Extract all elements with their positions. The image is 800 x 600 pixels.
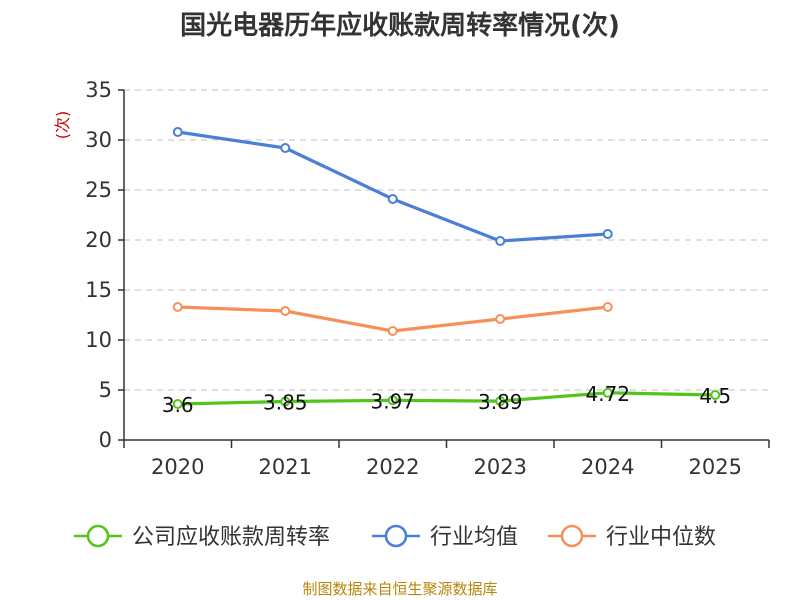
series-2 — [172, 302, 613, 336]
data-label: 4.5 — [699, 384, 731, 408]
data-point — [602, 387, 613, 398]
data-label: 3.6 — [162, 393, 194, 417]
x-tick-label: 2022 — [366, 455, 419, 479]
data-point — [172, 127, 183, 137]
y-tick-label: 20 — [85, 228, 112, 252]
chart-title: 国光电器历年应收账款周转率情况(次) — [180, 10, 620, 41]
data-point — [495, 314, 506, 324]
y-tick-label: 15 — [85, 278, 112, 302]
y-tick-label: 35 — [85, 78, 112, 102]
series-0 — [172, 387, 721, 409]
data-point — [602, 302, 613, 312]
legend-swatch-marker — [86, 524, 110, 548]
data-label: 3.85 — [263, 391, 308, 415]
data-point — [280, 396, 291, 407]
data-label: 4.72 — [585, 382, 630, 406]
data-label: 3.89 — [478, 390, 523, 414]
legend-item-1[interactable]: 行业均值 — [372, 524, 518, 550]
data-point — [387, 326, 398, 336]
data-point — [710, 390, 721, 400]
legend-item-2[interactable]: 行业中位数 — [548, 524, 716, 550]
data-point — [280, 306, 291, 316]
x-tick-label: 2025 — [689, 455, 742, 479]
data-point — [172, 302, 183, 312]
data-point — [172, 399, 183, 409]
series-1 — [172, 127, 613, 246]
source-note: 制图数据来自恒生聚源数据库 — [302, 580, 497, 598]
legend-swatch-marker — [560, 524, 584, 548]
x-tick-label: 2021 — [259, 455, 312, 479]
y-tick-label: 0 — [99, 428, 112, 452]
x-tick-label: 2024 — [581, 455, 634, 479]
data-label-layer: 3.6 3.85 3.97 3.89 4.72 4.5 — [162, 382, 731, 417]
data-point — [387, 395, 398, 406]
x-tick-label: 2023 — [474, 455, 527, 479]
y-tick-label: 5 — [99, 378, 112, 402]
data-point — [280, 143, 291, 153]
y-tick-label: 30 — [85, 128, 112, 152]
legend-swatch-marker — [384, 524, 408, 548]
series-line — [177, 391, 716, 406]
data-point — [387, 194, 398, 204]
data-point — [602, 229, 613, 239]
legend-label: 行业中位数 — [606, 525, 716, 550]
series-layer — [172, 127, 721, 409]
legend-label: 公司应收账款周转率 — [132, 525, 330, 550]
series-line — [177, 130, 608, 243]
data-point — [495, 236, 506, 246]
y-tick-label: 10 — [85, 328, 112, 352]
legend-item-0[interactable]: 公司应收账款周转率 — [74, 524, 330, 550]
legend: 公司应收账款周转率 行业均值 行业中位数 — [74, 524, 716, 550]
y-tick-label: 25 — [85, 178, 112, 202]
grid-layer — [124, 89, 769, 391]
data-label: 3.97 — [370, 389, 415, 413]
legend-label: 行业均值 — [430, 525, 518, 550]
data-point — [495, 396, 506, 407]
y-axis-unit: (次) — [53, 111, 72, 140]
x-tick-label: 2020 — [151, 455, 204, 479]
